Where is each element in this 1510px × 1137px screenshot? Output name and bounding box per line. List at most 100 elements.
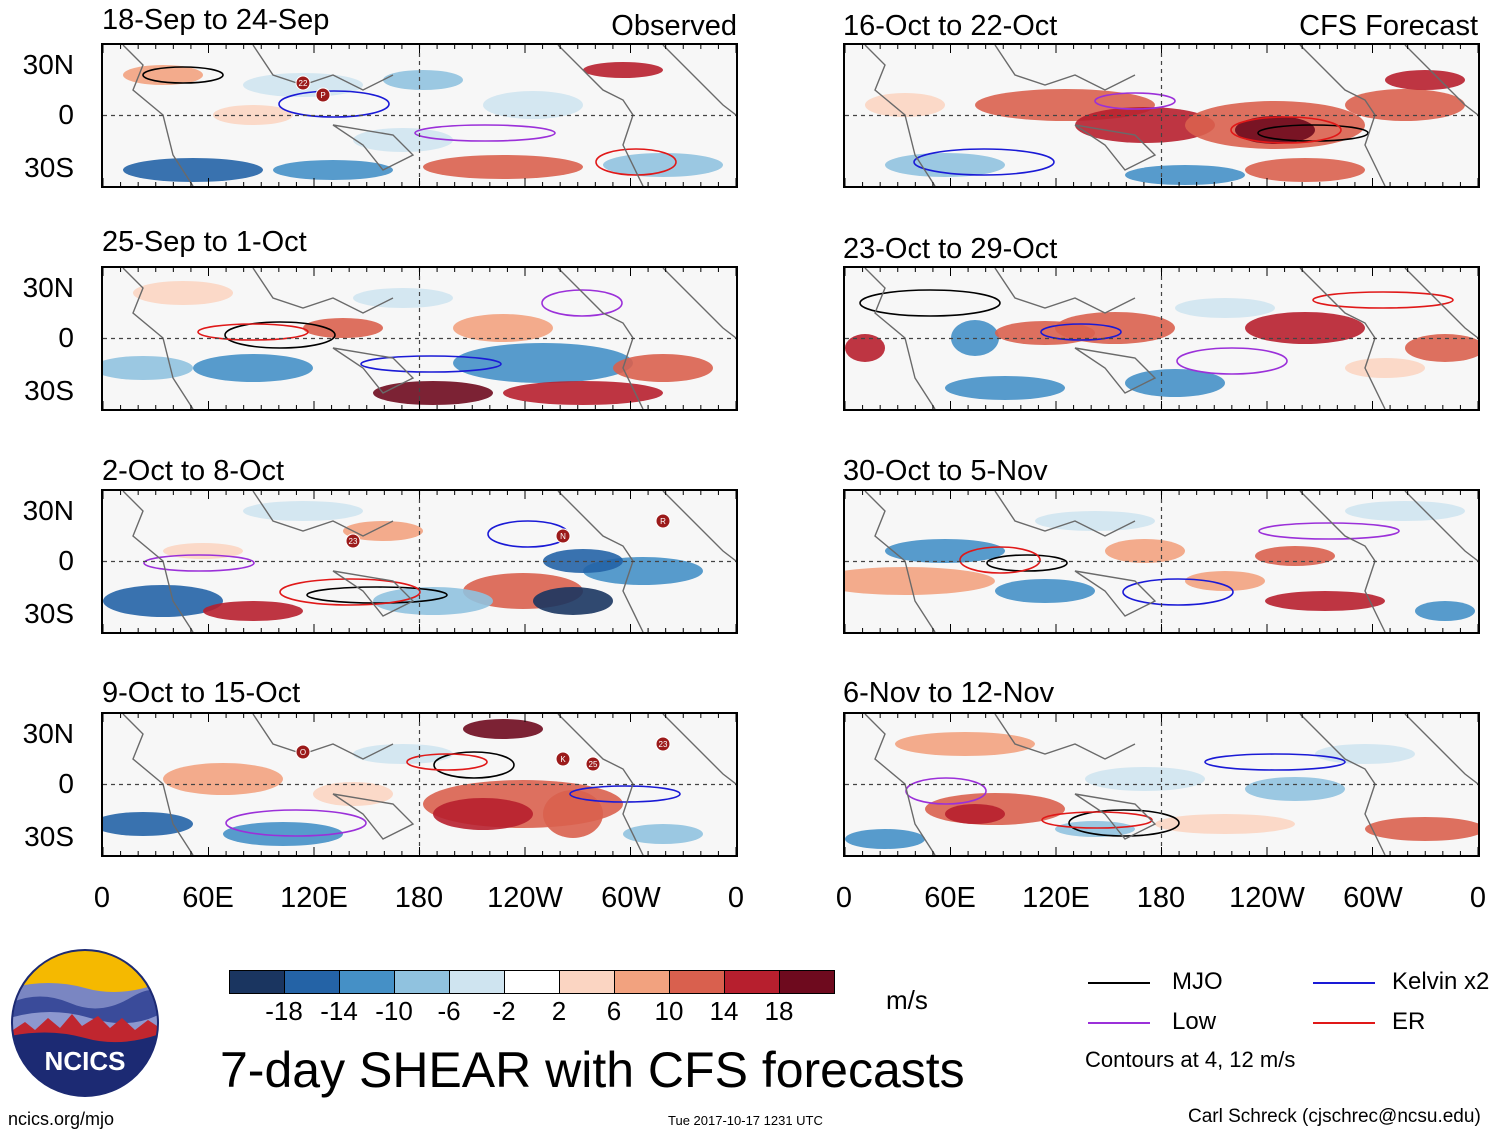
shear-anomaly-patch xyxy=(1345,358,1425,378)
panel-title-7: 30-Oct to 5-Nov xyxy=(843,455,1048,487)
wave-contour xyxy=(1041,811,1153,829)
colorbar-swatch xyxy=(229,970,285,994)
lat-label: 30S xyxy=(24,152,74,183)
map-panel-5 xyxy=(843,43,1480,188)
storm-marker: 22 xyxy=(295,75,311,91)
shear-anomaly-patch xyxy=(373,587,493,615)
storm-label: 25 xyxy=(589,760,598,769)
coastline xyxy=(557,268,644,409)
map-panel-3: 23 R N xyxy=(101,489,738,634)
wave-contour xyxy=(913,148,1055,176)
observed-label: Observed xyxy=(611,10,737,42)
coastline xyxy=(864,268,936,409)
wave-contour xyxy=(143,554,255,572)
wave-contour xyxy=(433,751,515,779)
footer-url[interactable]: ncics.org/mjo xyxy=(8,1109,115,1129)
shear-anomaly-patch xyxy=(213,105,293,125)
panel-title-1: 18-Sep to 24-Sep xyxy=(102,4,330,36)
shear-anomaly-patch xyxy=(463,719,543,739)
shear-anomaly-patch xyxy=(163,763,283,795)
ncics-logo-graphic: NCICS xyxy=(11,949,159,1097)
legend-label-mjo: MJO xyxy=(1172,968,1223,995)
coastline xyxy=(332,570,415,617)
shear-anomaly-patch xyxy=(1245,777,1345,801)
shear-anomaly-patch xyxy=(1155,814,1295,834)
lat-label: 0 xyxy=(58,545,74,576)
shear-anomaly-patch xyxy=(583,62,663,78)
lat-label: 0 xyxy=(58,322,74,353)
lat-label: 30N xyxy=(22,495,74,526)
shear-anomaly-patch xyxy=(423,155,583,179)
wave-contour xyxy=(595,148,677,176)
lat-label: 0 xyxy=(58,99,74,130)
colorbar-tick-label: 18 xyxy=(764,996,794,1026)
coastline xyxy=(332,793,415,840)
colorbar-tick-label: -2 xyxy=(492,996,516,1026)
wave-contour xyxy=(1068,809,1180,837)
wave-contour xyxy=(905,777,987,805)
panel-title-2: 25-Sep to 1-Oct xyxy=(102,226,307,258)
wave-contour xyxy=(1040,323,1122,341)
shear-anomaly-patch xyxy=(845,334,885,362)
coastline xyxy=(1299,491,1386,632)
shear-anomaly-patch xyxy=(1175,298,1275,318)
legend-label-low: Low xyxy=(1172,1008,1217,1035)
storm-marker: 25 xyxy=(585,756,601,772)
shear-anomaly-patch xyxy=(133,281,233,305)
storm-label: R xyxy=(660,517,666,526)
shear-anomaly-patch xyxy=(945,804,1005,824)
shear-anomaly-patch xyxy=(1105,539,1185,563)
shear-anomaly-patch xyxy=(945,376,1065,400)
storm-label: K xyxy=(560,755,566,764)
coastline xyxy=(1404,45,1478,116)
map-panel-2 xyxy=(101,266,738,411)
map-graphic: 22 P xyxy=(103,45,736,186)
shear-anomaly-patch xyxy=(543,790,603,838)
wave-contour xyxy=(541,289,623,317)
shear-anomaly-patch xyxy=(273,160,393,180)
shear-anomaly-patch xyxy=(995,579,1095,603)
storm-label: N xyxy=(560,532,566,541)
coastline xyxy=(1299,268,1386,409)
map-graphic: 23 R N xyxy=(103,491,736,632)
coastline xyxy=(122,45,194,186)
shear-anomaly-patch xyxy=(1405,334,1478,362)
wave-contour xyxy=(1122,578,1234,606)
shear-anomaly-patch xyxy=(1345,89,1465,121)
shear-anomaly-patch xyxy=(1385,70,1465,90)
coastline xyxy=(994,714,1136,760)
panel-title-4: 9-Oct to 15-Oct xyxy=(102,677,301,709)
wave-contour xyxy=(360,355,502,373)
wave-contour xyxy=(859,289,1001,317)
colorbar-tick-label: 10 xyxy=(654,996,684,1026)
storm-marker: R xyxy=(655,513,671,529)
storm-label: O xyxy=(300,748,306,757)
colorbar-tick-label: -6 xyxy=(437,996,461,1026)
coastline xyxy=(252,268,394,314)
coastline xyxy=(1074,124,1157,171)
main-title: 7-day SHEAR with CFS forecasts xyxy=(220,1042,965,1098)
lon-label-l5: 60W xyxy=(601,882,661,914)
shear-anomaly-patch xyxy=(1245,312,1365,344)
wave-contour xyxy=(1312,291,1454,309)
shear-anomaly-patch xyxy=(223,822,343,846)
shear-anomaly-patch xyxy=(123,158,263,182)
storm-marker: P xyxy=(315,87,331,103)
storm-label: 23 xyxy=(349,537,358,546)
colorbar-tick-label: 2 xyxy=(551,996,567,1026)
colorbar-tick-label: 14 xyxy=(709,996,739,1026)
colorbar-swatch xyxy=(504,970,560,994)
shear-anomaly-patch xyxy=(865,93,945,117)
forecast-label: CFS Forecast xyxy=(1299,10,1478,42)
shear-anomaly-patch xyxy=(353,288,453,308)
coastline xyxy=(557,491,644,632)
map-panel-7 xyxy=(843,489,1480,634)
lon-label-l2: 120E xyxy=(280,882,348,914)
map-graphic xyxy=(845,714,1478,855)
map-panel-8 xyxy=(843,712,1480,857)
shear-anomaly-patch xyxy=(1265,591,1385,611)
shear-anomaly-patch xyxy=(373,381,493,405)
shear-anomaly-patch xyxy=(885,539,1005,563)
lat-label: 30S xyxy=(24,598,74,629)
colorbar-swatch xyxy=(669,970,725,994)
